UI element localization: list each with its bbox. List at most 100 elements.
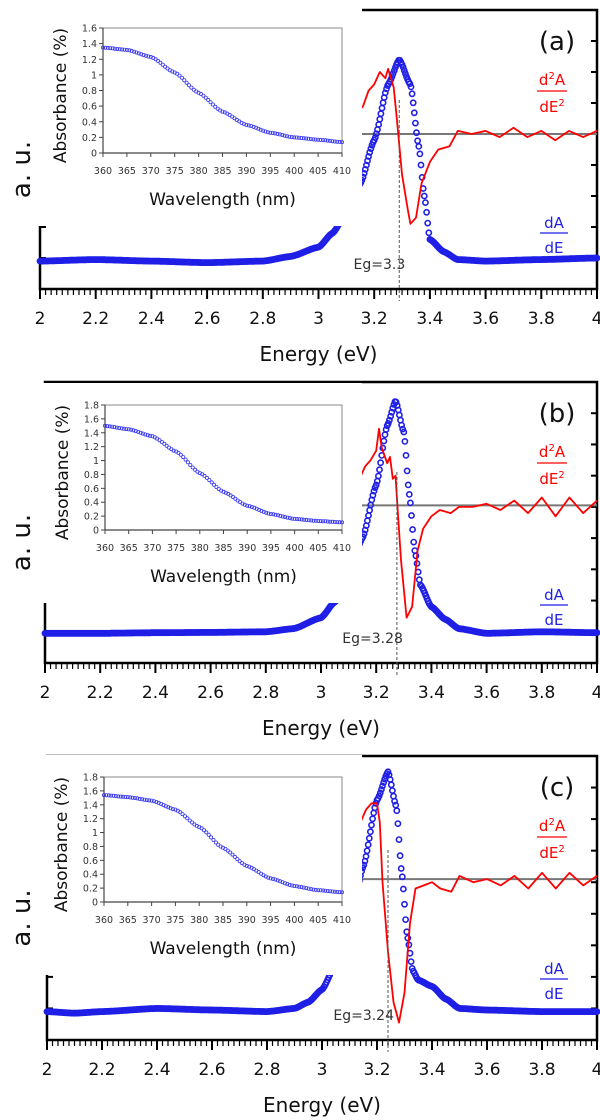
inset-x-tick-label: 375 xyxy=(166,166,184,177)
da-de-point xyxy=(410,538,418,546)
absorbance-point xyxy=(235,857,240,862)
absorbance-point xyxy=(306,136,311,141)
da-de-point xyxy=(417,161,425,169)
da-de-point xyxy=(363,847,371,855)
absorbance-point xyxy=(187,818,192,823)
da-de-point xyxy=(401,70,409,77)
absorbance-point xyxy=(273,131,278,136)
inset-x-tick-label: 365 xyxy=(120,543,138,554)
absorbance-point xyxy=(313,887,318,892)
inset-x-tick-label: 395 xyxy=(262,915,280,926)
absorbance-point xyxy=(184,80,189,85)
da-de-point xyxy=(424,219,432,227)
absorbance-point xyxy=(109,793,114,798)
absorbance-point xyxy=(166,805,171,810)
absorbance-point xyxy=(105,45,110,50)
inset-x-tick-label: 375 xyxy=(167,543,185,554)
absorbance-point xyxy=(268,130,273,135)
x-tick-label: 2.2 xyxy=(88,1060,115,1080)
legend-text: A xyxy=(555,443,566,461)
absorbance-point xyxy=(147,433,152,438)
absorbance-point xyxy=(190,820,195,825)
da-de-point xyxy=(380,779,387,786)
absorbance-point xyxy=(325,138,330,143)
absorbance-point xyxy=(337,139,342,144)
da-de-point xyxy=(403,467,411,475)
legend-d2a-denominator: dE2 xyxy=(539,98,564,116)
da-de-point xyxy=(407,83,415,91)
da-de-point xyxy=(362,853,370,860)
legend-da-numerator: dA xyxy=(544,960,565,978)
x-tick-label: 2.8 xyxy=(253,1060,280,1080)
x-axis-label: Energy (eV) xyxy=(260,342,378,366)
x-tick-label: 3.4 xyxy=(416,309,443,329)
inset-x-tick-label: 385 xyxy=(214,915,232,926)
absorbance-point xyxy=(237,859,242,864)
absorbance-point xyxy=(126,427,131,432)
absorbance-point xyxy=(258,127,263,132)
legend-d2a-numerator: d2A xyxy=(539,817,566,835)
x-tick-label: 3.4 xyxy=(418,1060,445,1080)
absorbance-point xyxy=(328,889,333,894)
da-de-point xyxy=(398,873,406,881)
absorbance-point xyxy=(132,796,137,801)
absorbance-point xyxy=(125,795,130,800)
inset-x-tick-label: 380 xyxy=(190,915,208,926)
absorbance-point xyxy=(323,138,328,143)
inset-y-tick-label: 1.4 xyxy=(82,39,97,50)
da-de-point xyxy=(394,820,402,827)
absorbance-point xyxy=(316,519,321,524)
inset-y-axis-label: Absorbance (%) xyxy=(53,405,73,540)
legend-superscript: 2 xyxy=(548,443,554,454)
absorbance-point xyxy=(182,78,187,83)
inset-y-axis-label: Absorbance (%) xyxy=(52,777,72,912)
absorbance-point xyxy=(122,426,127,431)
absorbance-point xyxy=(190,465,195,470)
absorbance-point xyxy=(249,504,254,509)
absorbance-point xyxy=(209,835,214,840)
inset-x-tick-label: 370 xyxy=(143,543,161,554)
absorbance-point xyxy=(116,794,121,799)
inset-x-tick-label: 360 xyxy=(95,915,113,926)
absorbance-point xyxy=(289,883,294,888)
absorbance-point xyxy=(131,428,136,433)
absorbance-point xyxy=(121,794,126,799)
inset-x-axis-label: Wavelength (nm) xyxy=(150,567,297,587)
inset-y-tick-label: 1.6 xyxy=(84,414,99,425)
x-tick-label: 2.2 xyxy=(87,683,114,703)
absorbance-point xyxy=(181,455,186,460)
absorbance-point xyxy=(246,123,251,128)
inset-y-axis-label: Absorbance (%) xyxy=(51,28,71,163)
inset-y-tick-label: 1 xyxy=(91,70,97,81)
absorbance-point xyxy=(332,520,337,525)
absorbance-point xyxy=(146,54,151,59)
absorbance-point xyxy=(311,887,316,892)
absorbance-point xyxy=(150,434,155,439)
da-de-point xyxy=(415,576,423,584)
absorbance-point xyxy=(168,806,173,811)
absorbance-point xyxy=(129,427,134,432)
absorbance-point xyxy=(328,519,333,524)
absorbance-point xyxy=(176,450,181,455)
panel-c: 2 2.2 2.4 2.6 2.8 3 3.2 3.4 3.6 3.8 4 Energy (eV) a.… xyxy=(7,754,600,1117)
absorbance-point xyxy=(244,863,249,868)
legend-d2a-denominator: dE2 xyxy=(539,844,564,862)
da-de-markers xyxy=(36,56,600,266)
x-tick-label: 2.4 xyxy=(138,309,165,329)
x-tick-label: 3.6 xyxy=(473,1060,500,1080)
absorbance-point xyxy=(330,889,335,894)
panel-label: (b) xyxy=(539,399,576,429)
absorbance-point xyxy=(285,882,290,887)
da-de-point xyxy=(405,490,413,498)
absorbance-point xyxy=(289,135,294,140)
da-de-point xyxy=(366,148,374,156)
inset-x-tick-label: 400 xyxy=(286,543,304,554)
x-tick-label: 3.8 xyxy=(528,1060,555,1080)
da-de-point xyxy=(398,421,405,429)
da-de-point xyxy=(381,431,389,439)
da-de-point xyxy=(376,789,384,797)
absorbance-point xyxy=(337,890,342,895)
absorbance-point xyxy=(287,882,292,887)
absorbance-point xyxy=(265,130,270,135)
